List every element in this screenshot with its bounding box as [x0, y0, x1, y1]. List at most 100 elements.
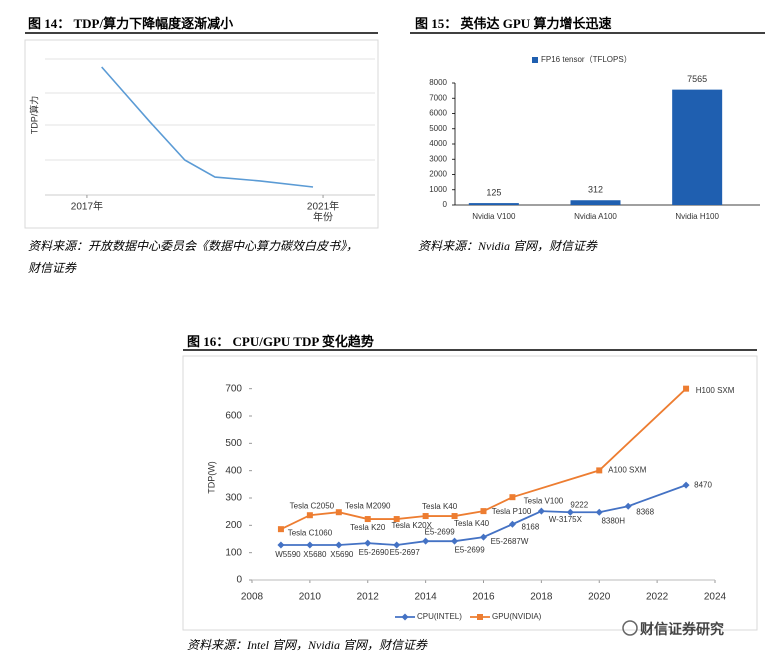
y-axis-label: TDP/算力 — [28, 96, 39, 135]
point — [335, 509, 342, 516]
x-tick-label: 2017年 — [71, 200, 103, 213]
value-label: 312 — [588, 185, 603, 195]
y-tick-label: 8000 — [429, 78, 447, 87]
source: 资料来源：Nvidia 官网，财信证券 — [418, 239, 597, 253]
y-tick-label: 6000 — [429, 109, 447, 118]
point — [422, 537, 430, 545]
point-label: E5-2690 — [359, 548, 390, 557]
x-tick-label: 2008 — [241, 592, 264, 603]
y-tick-label: 5000 — [429, 124, 447, 133]
point-label: 8380H — [601, 516, 625, 525]
point-label: 8470 — [694, 480, 712, 489]
point — [682, 481, 690, 489]
x-tick-label: 2024 — [704, 592, 727, 603]
point-label: W5590 — [275, 550, 301, 559]
bar — [570, 200, 621, 205]
y-tick-label: 3000 — [429, 154, 447, 163]
figure-title: 图 16： CPU/GPU TDP 变化趋势 — [187, 334, 374, 349]
point-label: Tesla M2090 — [345, 501, 391, 510]
x-tick-label: Nvidia A100 — [574, 212, 617, 221]
point-label: Tesla K40 — [422, 502, 458, 511]
x-tick-label: 2020 — [588, 592, 611, 603]
point — [624, 502, 632, 510]
point-label: 8168 — [522, 522, 540, 531]
x-tick-label: 2016 — [472, 592, 495, 603]
point — [508, 520, 516, 528]
point — [595, 508, 603, 516]
point — [422, 513, 429, 520]
point — [480, 533, 487, 541]
y-tick-label: 100 — [225, 547, 242, 558]
point — [451, 537, 459, 545]
series-line — [280, 484, 687, 546]
y-tick-label: 500 — [225, 438, 242, 449]
y-tick-label: 1000 — [429, 185, 447, 194]
watermark: 财信证券研究 — [640, 622, 724, 638]
point-label: Tesla P100 — [492, 507, 532, 516]
legend-label: CPU(INTEL) — [417, 612, 462, 621]
legend-swatch — [532, 57, 538, 63]
point-label: X5690 — [330, 550, 354, 559]
bar — [672, 89, 723, 205]
point — [364, 539, 372, 547]
point — [683, 385, 690, 392]
point-label: X5680 — [303, 550, 327, 559]
point — [566, 508, 574, 516]
y-tick-label: 2000 — [429, 170, 447, 179]
point-label: E5-2699 — [454, 545, 485, 554]
figure-title: 图 15： 英伟达 GPU 算力增长迅速 — [415, 16, 612, 31]
point — [480, 508, 487, 515]
y-tick-label: 0 — [443, 200, 448, 209]
point — [277, 541, 285, 549]
chart-frame — [24, 39, 379, 229]
series-line — [101, 66, 314, 188]
y-tick-label: 200 — [225, 520, 242, 531]
legend-label: FP16 tensor（TFLOPS） — [541, 55, 632, 64]
x-tick-label: 2022 — [646, 592, 669, 603]
point — [596, 467, 603, 474]
point-label: Tesla C1060 — [288, 528, 333, 537]
value-label: 125 — [486, 187, 501, 197]
legend-marker — [401, 613, 409, 621]
point-label: Tesla K40 — [454, 519, 490, 528]
point-label: Tesla K20 — [350, 523, 386, 532]
x-tick-label: 2012 — [357, 592, 380, 603]
point — [537, 507, 545, 515]
series-line — [280, 388, 687, 530]
y-axis-label: TDP(W) — [206, 461, 216, 494]
point-label: Tesla V100 — [524, 496, 564, 505]
point — [306, 512, 313, 519]
figure-title: 图 14： TDP/算力下降幅度逐渐减小 — [28, 16, 234, 31]
point-label: E5-2687W — [491, 537, 529, 546]
point-label: A100 SXM — [608, 466, 647, 475]
y-tick-label: 400 — [225, 465, 242, 476]
y-tick-label: 0 — [236, 575, 242, 586]
y-tick-label: 300 — [225, 493, 242, 504]
point — [393, 541, 401, 549]
watermark-icon — [622, 620, 638, 636]
value-label: 7565 — [687, 74, 707, 84]
x-tick-label: 2014 — [415, 592, 438, 603]
legend-marker — [477, 614, 483, 620]
x-tick-label: 2018 — [530, 592, 553, 603]
point — [364, 516, 371, 523]
legend-label: GPU(NVIDIA) — [492, 612, 542, 621]
x-tick-label: Nvidia V100 — [472, 212, 516, 221]
point — [335, 541, 343, 549]
point — [306, 541, 314, 549]
point-label: E5-2699 — [425, 527, 456, 536]
x-tick-label: Nvidia H100 — [675, 212, 719, 221]
y-tick-label: 600 — [225, 411, 242, 422]
chart-frame — [182, 355, 758, 631]
grid — [45, 58, 375, 196]
y-tick-label: 7000 — [429, 93, 447, 102]
source: 资料来源：Intel 官网，Nvidia 官网，财信证券 — [187, 638, 427, 652]
point — [393, 516, 400, 523]
point — [277, 526, 284, 533]
x-tick-label: 2010 — [299, 592, 322, 603]
point — [509, 494, 516, 501]
point-label: 9222 — [570, 500, 588, 509]
point-label: Tesla K20X — [391, 521, 432, 530]
